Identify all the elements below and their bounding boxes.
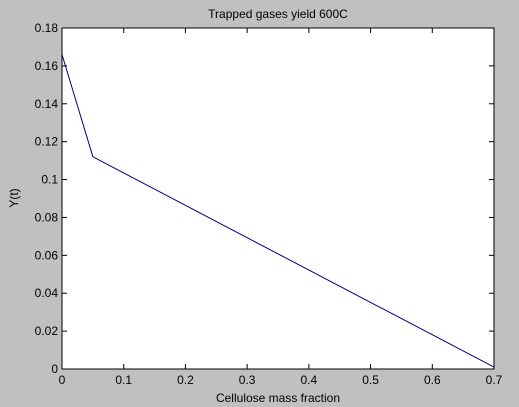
plot-area: [62, 28, 494, 369]
y-tick-label: 0: [51, 362, 58, 376]
x-tick-label: 0.2: [177, 373, 194, 387]
x-tick-label: 0.3: [239, 373, 256, 387]
x-tick-label: 0.5: [362, 373, 379, 387]
x-tick-label: 0.7: [486, 373, 503, 387]
x-tick-label: 0.6: [424, 373, 441, 387]
tick-labels: 0 0.1 0.2 0.3 0.4 0.5 0.6 0.7 0 0.02 0.04 0.06 0.08 0…: [35, 21, 503, 387]
plot-frame: [61, 27, 495, 370]
y-tick-label: 0.06: [35, 248, 59, 262]
y-tick-label: 0.08: [35, 210, 59, 224]
y-tick-label: 0.02: [35, 324, 59, 338]
y-tick-label: 0.14: [35, 97, 59, 111]
series-layer: [61, 54, 495, 368]
y-tick-label: 0.1: [41, 173, 58, 187]
y-tick-label: 0.16: [35, 59, 59, 73]
y-tick-label: 0.04: [35, 286, 59, 300]
chart-title: Trapped gases yield 600C: [208, 7, 348, 21]
y-tick-label: 0.18: [35, 21, 59, 35]
series-line: [61, 54, 495, 368]
y-axis-title: Y(t): [7, 188, 21, 207]
x-tick-label: 0: [59, 373, 66, 387]
x-tick-label: 0.1: [115, 373, 132, 387]
y-tick-label: 0.12: [35, 135, 59, 149]
x-tick-label: 0.4: [301, 373, 318, 387]
x-axis-title: Cellulose mass fraction: [216, 391, 340, 405]
